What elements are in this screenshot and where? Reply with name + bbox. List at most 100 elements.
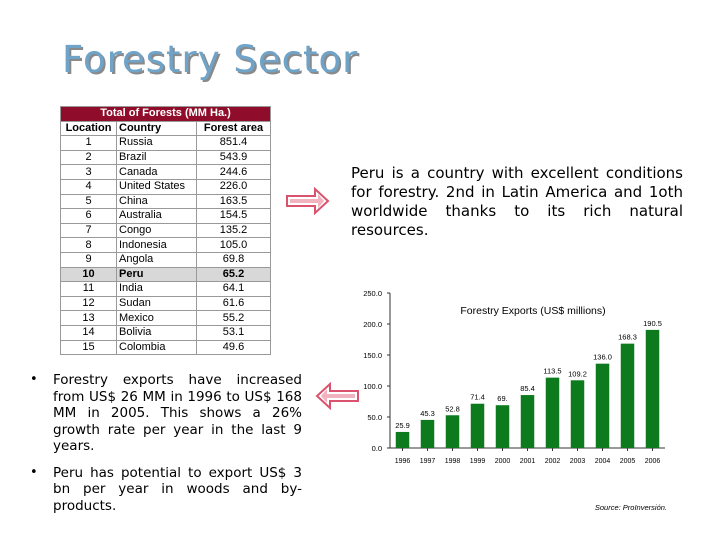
cell-forest-area: 69.8 — [196, 251, 271, 268]
cell-location: 8 — [60, 237, 117, 253]
cell-forest-area: 851.4 — [196, 135, 271, 151]
cell-country: Angola — [116, 251, 197, 268]
x-tick-label: 2006 — [645, 458, 661, 465]
cell-country: Peru — [116, 266, 197, 283]
cell-forest-area: 64.1 — [196, 281, 271, 297]
x-tick-label: 1999 — [470, 458, 486, 465]
bullet-exports-growth: Forestry exports have increased from US$… — [30, 372, 302, 455]
table-row: 4 United States 226.0 — [60, 178, 271, 195]
bar — [595, 363, 610, 448]
data-label: 85.4 — [520, 384, 535, 393]
header-forest-area: Forest area — [196, 120, 271, 137]
cell-location: 5 — [60, 193, 117, 210]
cell-location: 15 — [60, 339, 117, 356]
forest-area-table: Total of Forests (MM Ha.) Location Count… — [60, 106, 271, 356]
bar — [620, 343, 635, 448]
x-tick-label: 2005 — [620, 458, 636, 465]
arrow-right-icon — [286, 187, 330, 215]
table-row: 8 Indonesia 105.0 — [60, 237, 271, 253]
cell-country: Bolivia — [116, 324, 197, 341]
cell-location: 3 — [60, 164, 117, 180]
x-tick-label: 2002 — [545, 458, 561, 465]
table-row: 2 Brazil 543.9 — [60, 149, 271, 166]
y-tick-label: 0.0 — [372, 444, 382, 453]
forestry-exports-chart: 0.0 50.0 100.0 150.0 200.0 250.0 Forestry Expo… — [363, 289, 667, 512]
cell-location: 11 — [60, 281, 117, 297]
bar — [570, 380, 585, 448]
cell-country: Indonesia — [116, 237, 197, 253]
bar — [645, 329, 660, 448]
table-body: 1 Russia 851.4 2 Brazil 543.9 3 Canada 244.6 4 Uni… — [60, 135, 271, 356]
bar — [470, 403, 485, 448]
table-row: 7 Congo 135.2 — [60, 222, 271, 239]
cell-location: 10 — [60, 266, 117, 283]
table-header-row: Location Country Forest area — [60, 120, 271, 137]
table-row: 11 India 64.1 — [60, 281, 271, 297]
x-tick-label: 2003 — [570, 458, 586, 465]
cell-country: Brazil — [116, 149, 197, 166]
page-title: Forestry Sector — [62, 38, 359, 81]
data-label: 113.5 — [543, 367, 561, 376]
table-row: 12 Sudan 61.6 — [60, 295, 271, 312]
cell-country: Russia — [116, 135, 197, 151]
cell-location: 7 — [60, 222, 117, 239]
cell-location: 2 — [60, 149, 117, 166]
cell-location: 6 — [60, 208, 117, 224]
table-row: 1 Russia 851.4 — [60, 135, 271, 151]
table-row: 10 Peru 65.2 — [60, 266, 271, 283]
x-tick-label: 2004 — [595, 458, 611, 465]
cell-forest-area: 61.6 — [196, 295, 271, 312]
x-tick-label: 2001 — [520, 458, 536, 465]
x-tick-label: 1998 — [445, 458, 461, 465]
chart-source: Source: ProInversión. — [595, 503, 667, 512]
cell-forest-area: 65.2 — [196, 266, 271, 283]
bar — [445, 415, 460, 448]
bar — [495, 405, 510, 448]
data-label: 136.0 — [593, 353, 612, 362]
table-row: 3 Canada 244.6 — [60, 164, 271, 180]
data-label: 69. — [497, 394, 507, 403]
table-row: 14 Bolivia 53.1 — [60, 324, 271, 341]
cell-country: Mexico — [116, 310, 197, 326]
cell-country: Sudan — [116, 295, 197, 312]
cell-forest-area: 135.2 — [196, 222, 271, 239]
bullet-export-potential: Peru has potential to export US$ 3 bn pe… — [30, 465, 302, 515]
cell-country: China — [116, 193, 197, 210]
table-row: 13 Mexico 55.2 — [60, 310, 271, 326]
cell-country: Congo — [116, 222, 197, 239]
x-tick-label: 1997 — [420, 458, 436, 465]
data-label: 109.2 — [568, 369, 587, 378]
cell-forest-area: 163.5 — [196, 193, 271, 210]
cell-forest-area: 244.6 — [196, 164, 271, 180]
header-location: Location — [60, 120, 117, 137]
data-label: 52.8 — [445, 404, 460, 413]
y-tick-label: 150.0 — [363, 351, 382, 360]
x-tick-label: 2000 — [495, 458, 511, 465]
cell-location: 4 — [60, 178, 117, 195]
cell-country: Colombia — [116, 339, 197, 356]
cell-forest-area: 543.9 — [196, 149, 271, 166]
table-row: 6 Australia 154.5 — [60, 208, 271, 224]
cell-country: India — [116, 281, 197, 297]
y-tick-label: 100.0 — [363, 382, 382, 391]
cell-forest-area: 53.1 — [196, 324, 271, 341]
data-label: 190.5 — [643, 319, 662, 328]
data-label: 168.3 — [618, 333, 637, 342]
y-tick-label: 200.0 — [363, 320, 382, 329]
cell-location: 1 — [60, 135, 117, 151]
cell-location: 13 — [60, 310, 117, 326]
cell-location: 9 — [60, 251, 117, 268]
arrow-left-icon — [315, 382, 359, 410]
data-label: 71.4 — [470, 393, 485, 402]
cell-forest-area: 55.2 — [196, 310, 271, 326]
table-row: 15 Colombia 49.6 — [60, 339, 271, 356]
cell-forest-area: 49.6 — [196, 339, 271, 356]
bar — [420, 419, 435, 448]
table-row: 5 China 163.5 — [60, 193, 271, 210]
cell-forest-area: 226.0 — [196, 178, 271, 195]
chart-title: Forestry Exports (US$ millions) — [460, 305, 605, 317]
cell-country: Canada — [116, 164, 197, 180]
peru-description: Peru is a country with excellent conditi… — [351, 164, 683, 239]
y-tick-label: 250.0 — [363, 289, 382, 298]
table-row: 9 Angola 69.8 — [60, 251, 271, 268]
